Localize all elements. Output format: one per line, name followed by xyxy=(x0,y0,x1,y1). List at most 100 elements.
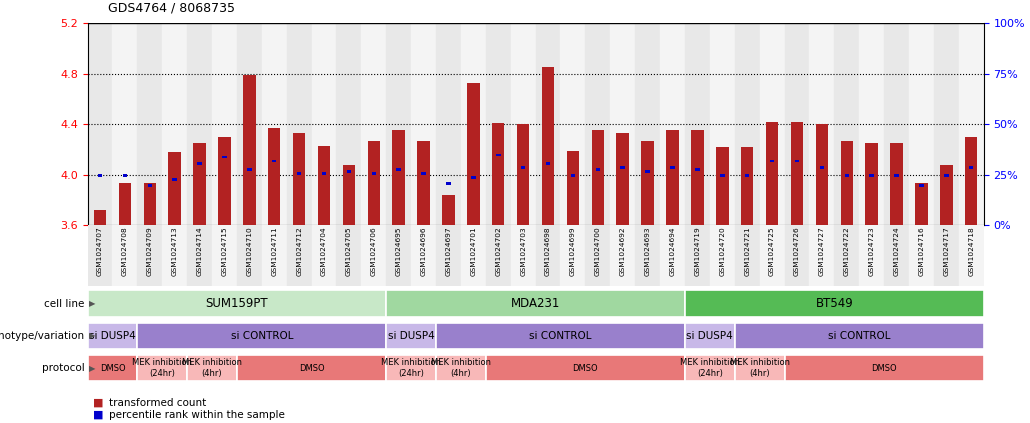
Text: GSM1024723: GSM1024723 xyxy=(868,226,874,276)
Bar xyxy=(137,225,162,286)
Bar xyxy=(243,75,255,225)
Bar xyxy=(88,291,386,317)
Bar xyxy=(636,225,660,286)
Bar xyxy=(247,168,251,170)
Bar xyxy=(268,128,280,225)
Bar xyxy=(486,355,685,382)
Text: GSM1024714: GSM1024714 xyxy=(197,226,203,276)
Bar xyxy=(88,225,112,286)
Text: DMSO: DMSO xyxy=(871,363,897,373)
Text: cell line: cell line xyxy=(44,299,84,309)
Bar xyxy=(362,225,386,286)
Text: si DUSP4: si DUSP4 xyxy=(89,331,136,341)
Text: DMSO: DMSO xyxy=(299,363,324,373)
Bar xyxy=(919,184,924,187)
Bar xyxy=(759,225,785,286)
Text: GSM1024721: GSM1024721 xyxy=(745,226,750,276)
Text: percentile rank within the sample: percentile rank within the sample xyxy=(109,409,285,420)
Bar xyxy=(585,23,610,225)
Text: GSM1024724: GSM1024724 xyxy=(894,226,899,276)
Bar xyxy=(859,23,884,225)
Bar xyxy=(286,225,311,286)
Bar xyxy=(816,124,828,225)
Text: ■: ■ xyxy=(93,398,103,408)
Bar xyxy=(636,23,660,225)
Text: GSM1024718: GSM1024718 xyxy=(968,226,974,276)
Bar xyxy=(660,23,685,225)
Bar xyxy=(769,160,775,162)
Bar xyxy=(293,133,305,225)
Bar xyxy=(237,225,262,286)
Text: GSM1024711: GSM1024711 xyxy=(271,226,277,276)
Bar xyxy=(137,23,162,225)
Bar xyxy=(666,130,679,225)
Bar xyxy=(486,23,511,225)
Bar xyxy=(716,147,728,225)
Bar xyxy=(212,23,237,225)
Bar xyxy=(421,172,425,175)
Bar xyxy=(337,23,362,225)
Bar xyxy=(386,291,685,317)
Bar xyxy=(496,154,501,157)
Bar xyxy=(187,225,212,286)
Text: GSM1024694: GSM1024694 xyxy=(670,226,676,276)
Bar xyxy=(945,174,949,177)
Bar xyxy=(337,225,362,286)
Text: protocol: protocol xyxy=(41,363,84,373)
Bar xyxy=(660,225,685,286)
Bar xyxy=(969,166,973,168)
Bar xyxy=(311,225,337,286)
Bar xyxy=(169,152,181,225)
Bar xyxy=(595,168,600,170)
Bar xyxy=(386,355,436,382)
Text: MEK inhibition
(24hr): MEK inhibition (24hr) xyxy=(680,358,740,378)
Bar xyxy=(123,174,127,177)
Text: GSM1024707: GSM1024707 xyxy=(97,226,103,276)
Text: GSM1024725: GSM1024725 xyxy=(769,226,775,276)
Text: BT549: BT549 xyxy=(816,297,853,310)
Bar xyxy=(890,143,902,225)
Text: GSM1024719: GSM1024719 xyxy=(694,226,700,276)
Text: GDS4764 / 8068735: GDS4764 / 8068735 xyxy=(108,2,235,15)
Bar xyxy=(685,323,734,349)
Bar xyxy=(560,23,585,225)
Bar xyxy=(734,355,785,382)
Bar xyxy=(137,323,386,349)
Text: DMSO: DMSO xyxy=(573,363,598,373)
Bar xyxy=(511,225,536,286)
Bar xyxy=(411,23,436,225)
Bar xyxy=(321,172,327,175)
Text: MEK inhibition
(4hr): MEK inhibition (4hr) xyxy=(182,358,242,378)
Text: si CONTROL: si CONTROL xyxy=(231,331,294,341)
Bar xyxy=(810,23,834,225)
Bar xyxy=(566,151,579,225)
Bar xyxy=(237,23,262,225)
Bar xyxy=(286,23,311,225)
Bar xyxy=(685,291,984,317)
Bar xyxy=(112,23,137,225)
Bar xyxy=(759,23,785,225)
Text: si CONTROL: si CONTROL xyxy=(529,331,592,341)
Bar xyxy=(820,166,824,168)
Bar xyxy=(710,225,734,286)
Text: GSM1024700: GSM1024700 xyxy=(595,226,600,276)
Bar xyxy=(840,140,853,225)
Text: GSM1024708: GSM1024708 xyxy=(122,226,128,276)
Bar xyxy=(118,184,131,225)
Bar xyxy=(163,23,187,225)
Bar xyxy=(571,174,575,177)
Bar xyxy=(745,174,750,177)
Bar xyxy=(98,174,102,177)
Bar xyxy=(262,23,286,225)
Text: GSM1024716: GSM1024716 xyxy=(919,226,924,276)
Bar xyxy=(147,184,152,187)
Bar xyxy=(834,23,859,225)
Bar xyxy=(218,137,231,225)
Bar xyxy=(546,162,550,165)
Bar xyxy=(884,23,908,225)
Bar xyxy=(785,23,810,225)
Bar xyxy=(734,323,984,349)
Bar xyxy=(88,23,112,225)
Bar xyxy=(397,168,401,170)
Text: ■: ■ xyxy=(93,409,103,420)
